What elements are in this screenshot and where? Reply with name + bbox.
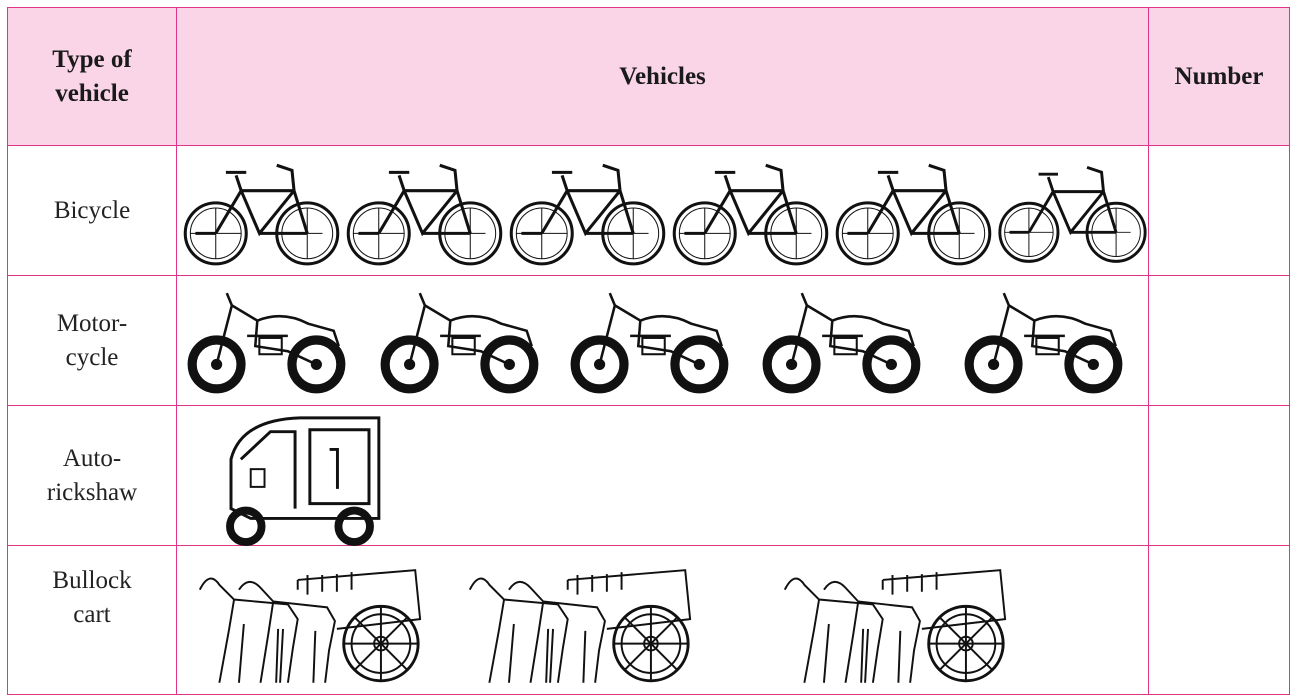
motorcycle-icon: [568, 285, 733, 397]
motorcycle-icon: [378, 285, 543, 397]
row-label: Bullock cart: [7, 545, 177, 695]
label-line: cart: [73, 601, 111, 628]
label-line: Auto-: [62, 444, 122, 472]
number-cell: [1148, 405, 1290, 546]
motorcycle-icon: [760, 285, 925, 397]
bullock-cart-icon: [190, 560, 425, 688]
bicycle-icon: [995, 150, 1150, 272]
number-cell: [1148, 145, 1290, 276]
row-label: Auto- rickshaw: [7, 405, 177, 546]
bicycle-icon: [669, 150, 832, 272]
bullock-cart-icon: [460, 560, 695, 688]
header-line: vehicle: [55, 79, 129, 107]
row-label: Bicycle: [7, 145, 177, 276]
bicycle-icon: [343, 150, 506, 272]
label-line: Bullock: [52, 567, 132, 594]
motorcycle-icon: [185, 285, 350, 397]
bicycle-icon: [832, 150, 995, 272]
label-line: Motor-: [56, 309, 128, 337]
header-type: Type of vehicle: [7, 7, 177, 146]
label-line: Bicycle: [53, 196, 131, 224]
bicycle-icon: [506, 150, 669, 272]
bullock-cart-icon: [775, 560, 1010, 688]
header-vehicles: Vehicles: [176, 7, 1149, 146]
header-line: Type of: [52, 45, 132, 73]
bicycle-icon: [180, 150, 343, 272]
number-cell: [1148, 545, 1290, 695]
number-cell: [1148, 275, 1290, 406]
row-label: Motor- cycle: [7, 275, 177, 406]
autorickshaw-icon: [210, 410, 390, 548]
label-line: rickshaw: [46, 478, 138, 506]
header-number: Number: [1148, 7, 1290, 146]
motorcycle-icon: [962, 285, 1127, 397]
label-line: cycle: [65, 343, 119, 371]
